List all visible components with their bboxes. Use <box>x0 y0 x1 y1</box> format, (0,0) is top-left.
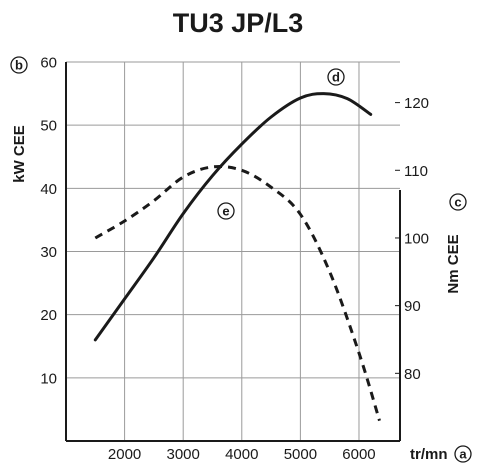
marker-d-label: d <box>332 70 340 85</box>
marker-e: e <box>217 202 235 220</box>
right-tick-label: 110 <box>404 163 428 180</box>
left-tick-labels: 10 20 30 40 50 60 <box>40 55 57 388</box>
x-tick-label: 6000 <box>342 446 375 463</box>
marker-b-label: b <box>15 58 23 73</box>
right-tick-label: 120 <box>404 95 429 112</box>
series-lines <box>93 92 381 422</box>
torque-curve-e <box>94 164 381 422</box>
x-axis-label: tr/mn <box>410 446 448 463</box>
left-tick-label: 50 <box>40 118 57 135</box>
left-tick-label: 10 <box>40 370 57 387</box>
y-right-axis-label: Nm CEE <box>445 234 462 293</box>
y-left-axis-label: kW CEE <box>11 125 28 183</box>
marker-b: b <box>10 56 28 74</box>
right-tick-label: 100 <box>404 230 429 247</box>
left-tick-label: 60 <box>40 55 57 72</box>
power-curve-d <box>93 92 373 342</box>
marker-c-label: c <box>454 195 461 210</box>
x-tick-label: 5000 <box>284 446 317 463</box>
marker-a: a <box>454 445 472 463</box>
right-tick-labels: 80 90 100 110 120 <box>395 95 429 383</box>
right-tick-label: 80 <box>404 366 421 383</box>
grid-lines <box>66 61 400 441</box>
marker-d: d <box>327 68 345 86</box>
x-tick-label: 3000 <box>167 446 200 463</box>
right-tick-label: 90 <box>404 298 421 315</box>
left-tick-label: 40 <box>40 181 57 198</box>
marker-e-label: e <box>222 204 229 219</box>
left-tick-label: 20 <box>40 307 57 324</box>
marker-a-label: a <box>459 447 467 462</box>
marker-c: c <box>449 193 467 211</box>
left-tick-label: 30 <box>40 244 57 261</box>
x-tick-label: 4000 <box>225 446 258 463</box>
x-tick-labels: 2000 3000 4000 5000 6000 <box>108 446 376 463</box>
x-tick-label: 2000 <box>108 446 141 463</box>
chart-title: TU3 JP/L3 <box>173 8 304 38</box>
